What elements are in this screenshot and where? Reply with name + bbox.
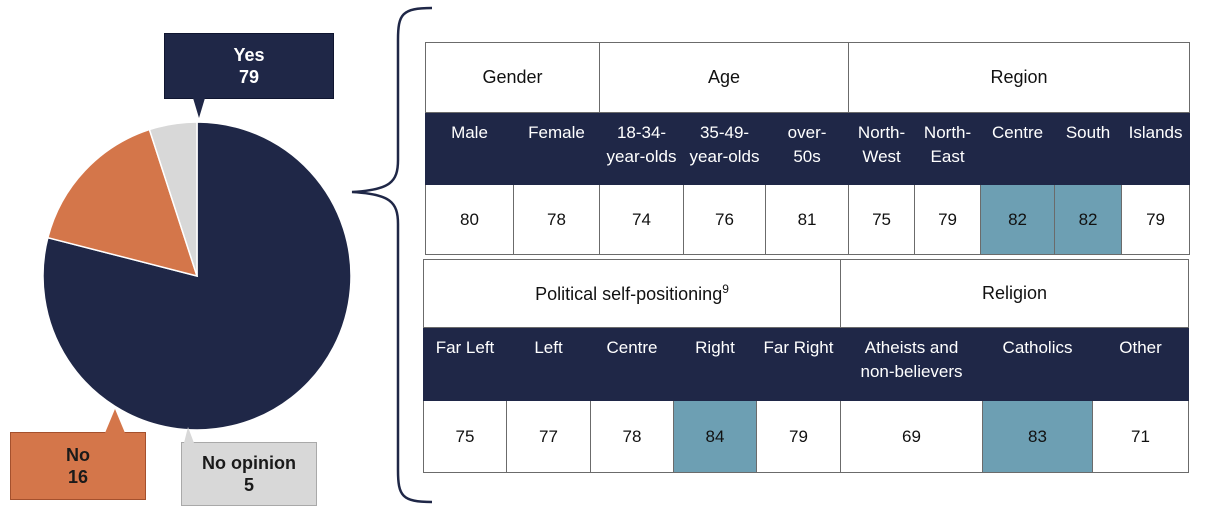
column-header-male: Male	[425, 112, 514, 185]
column-header-female: Female	[512, 112, 601, 185]
column-header-atheists-and-non-believers: Atheists and non-believers	[840, 327, 984, 401]
column-header-right: Right	[673, 327, 757, 401]
column-header-far-right: Far Right	[755, 327, 842, 401]
callout-no-value: 16	[67, 467, 89, 487]
value-cell-centre: 82	[980, 184, 1056, 255]
value-cell-female: 78	[512, 184, 601, 255]
table-group-header-row: Political self-positioning9 Religion	[422, 259, 1190, 328]
column-header-centre: Centre	[590, 327, 674, 401]
column-header-catholics: Catholics	[982, 327, 1094, 401]
column-header-north-east: North- East	[914, 112, 982, 185]
group-header-religion: Religion	[840, 259, 1190, 328]
column-header-left: Left	[506, 327, 591, 401]
column-header-other: Other	[1092, 327, 1190, 401]
callout-yes: Yes 79	[164, 33, 334, 118]
column-header-islands: Islands	[1121, 112, 1191, 185]
footnote-marker: 9	[722, 282, 729, 296]
value-cell-other: 71	[1092, 400, 1190, 473]
breakdown-table-top: Gender Age Region Male Female 18-34- year-old…	[424, 42, 1191, 255]
pie-chart	[42, 121, 352, 431]
value-cell-35-49-year-olds: 76	[683, 184, 767, 255]
column-header-north-west: North- West	[848, 112, 916, 185]
value-cell-north-west: 75	[848, 184, 916, 255]
group-header-region: Region	[848, 42, 1191, 113]
value-cell-catholics: 83	[982, 400, 1094, 473]
table-column-header-row: Male Female 18-34- year-olds 35-49- year-olds…	[425, 112, 1191, 185]
value-cell-far-right: 79	[755, 400, 842, 473]
value-cell-islands: 79	[1121, 184, 1191, 255]
column-header-centre: Centre	[980, 112, 1056, 185]
callout-no-opinion-label: No opinion	[202, 453, 296, 473]
value-cell-far-left: 75	[423, 400, 507, 473]
column-header-far-left: Far Left	[423, 327, 507, 401]
group-header-political-self-positioning: Political self-positioning9	[422, 259, 842, 328]
pie-slice-no	[46, 128, 199, 278]
group-header-gender: Gender	[424, 42, 601, 113]
table-column-header-row: Far Left Left Centre Right Far Right Atheists…	[423, 327, 1190, 401]
column-header-35-49-year-olds: 35-49- year-olds	[683, 112, 767, 185]
callout-yes-label: Yes	[233, 45, 265, 65]
callout-no-opinion-value: 5	[243, 475, 254, 495]
pie-slice-no-opinion	[148, 121, 198, 277]
value-cell-18-34-year-olds: 74	[599, 184, 685, 255]
curly-brace	[351, 6, 433, 504]
callout-yes-value: 79	[238, 67, 260, 87]
callout-no: No 16	[10, 409, 146, 500]
table-value-row: 80 78 74 76 81 75 79 82 82 79	[425, 184, 1191, 255]
value-cell-centre: 78	[590, 400, 674, 473]
breakdown-table-bottom: Political self-positioning9 Religion Far …	[422, 259, 1190, 473]
callout-no-label: No	[66, 445, 90, 465]
group-header-age: Age	[599, 42, 850, 113]
value-cell-south: 82	[1054, 184, 1123, 255]
value-cell-atheists-and-non-believers: 69	[840, 400, 984, 473]
value-cell-left: 77	[506, 400, 591, 473]
value-cell-male: 80	[425, 184, 514, 255]
value-cell-over-50s: 81	[765, 184, 850, 255]
column-header-18-34-year-olds: 18-34- year-olds	[599, 112, 685, 185]
value-cell-north-east: 79	[914, 184, 982, 255]
column-header-over-50s: over- 50s	[765, 112, 850, 185]
value-cell-right: 84	[673, 400, 757, 473]
table-group-header-row: Gender Age Region	[424, 42, 1191, 113]
column-header-south: South	[1054, 112, 1123, 185]
callout-no-opinion: No opinion 5	[181, 427, 317, 506]
table-value-row: 75 77 78 84 79 69 83 71	[423, 400, 1190, 473]
